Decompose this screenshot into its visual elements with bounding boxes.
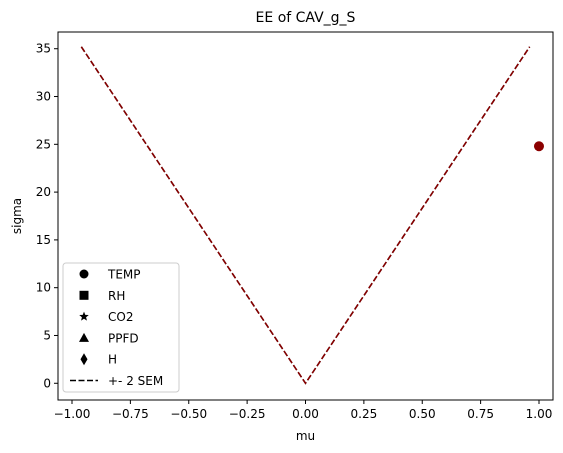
- x-tick-label: 0.00: [292, 407, 319, 421]
- y-tick-label: 20: [36, 185, 51, 199]
- x-tick-label: 1.00: [526, 407, 553, 421]
- y-tick-label: 5: [43, 328, 51, 342]
- y-tick-label: 25: [36, 137, 51, 151]
- y-tick-label: 35: [36, 42, 51, 56]
- plot-area: [80, 46, 544, 385]
- x-tick-label: −0.25: [229, 407, 266, 421]
- y-tick-label: 10: [36, 281, 51, 295]
- legend-label: H: [108, 353, 117, 367]
- data-point: [533, 141, 544, 152]
- y-tick-label: 30: [36, 90, 51, 104]
- x-tick-label: −0.75: [112, 407, 149, 421]
- y-tick-label: 15: [36, 233, 51, 247]
- y-tick-label: 0: [43, 376, 51, 390]
- x-tick-label: −1.00: [54, 407, 91, 421]
- chart-title: EE of CAV_g_S: [256, 10, 356, 26]
- legend-marker-diamond-icon: [80, 353, 88, 366]
- x-tick-label: 0.50: [409, 407, 436, 421]
- legend-label: PPFD: [108, 331, 139, 345]
- x-axis-title: mu: [296, 429, 315, 443]
- x-tick-label: −0.50: [170, 407, 207, 421]
- x-tick-label: 0.25: [351, 407, 378, 421]
- legend: TEMP RH CO2 PPFD H +- 2 SEM: [62, 262, 180, 393]
- sem-line: [80, 46, 531, 385]
- legend-marker-square-icon: [79, 290, 89, 300]
- legend-box: [62, 262, 180, 393]
- legend-label: RH: [108, 289, 125, 303]
- legend-label: +- 2 SEM: [108, 374, 163, 388]
- y-axis-title: sigma: [10, 198, 24, 234]
- legend-marker-circle-icon: [79, 269, 89, 279]
- x-axis: −1.00 −0.75 −0.50 −0.25 0.00 0.25 0.50 0.75 1.00: [54, 400, 553, 421]
- legend-label: CO2: [108, 310, 133, 324]
- legend-marker-triangle-icon: [79, 332, 89, 342]
- y-axis: 0 5 10 15 20 25 30 35: [36, 42, 58, 390]
- x-tick-label: 0.75: [467, 407, 494, 421]
- legend-label: TEMP: [107, 268, 141, 282]
- legend-marker-star-icon: [79, 311, 89, 321]
